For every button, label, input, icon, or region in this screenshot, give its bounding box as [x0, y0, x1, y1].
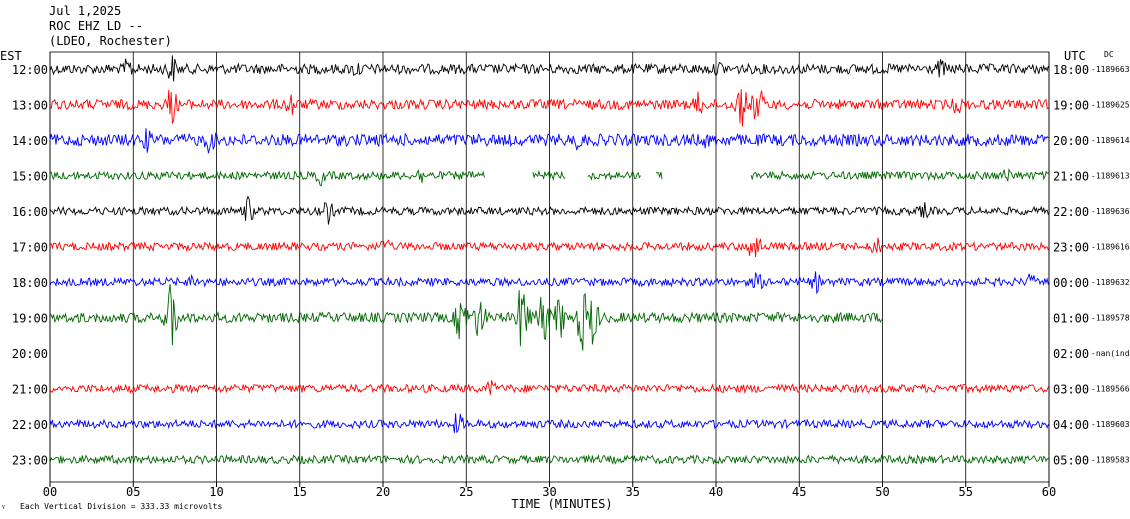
dc-offset-value: -nan(ind: [1091, 349, 1130, 358]
est-axis-label: EST: [0, 49, 22, 63]
utc-hour-label: 05:00: [1053, 454, 1089, 468]
seismic-trace-1700: [49, 237, 1049, 258]
x-axis-title: TIME (MINUTES): [511, 497, 612, 511]
station-code: ROC EHZ LD --: [49, 19, 143, 33]
dc-offset-value: -1189613: [1091, 172, 1130, 181]
dc-offset-value: -1189663: [1091, 65, 1130, 74]
seismic-trace-1500: [750, 168, 1049, 182]
scale-glyph: ᵞ: [1, 503, 6, 512]
x-tick-label-35: 35: [626, 485, 640, 499]
x-tick-label-45: 45: [792, 485, 806, 499]
x-tick-label-40: 40: [709, 485, 723, 499]
dc-offset-value: -1189636: [1091, 207, 1130, 216]
seismic-trace-2200: [49, 413, 1049, 434]
seismic-trace-2100: [49, 380, 1049, 395]
x-tick-label-55: 55: [959, 485, 973, 499]
seismic-trace-1600: [49, 195, 1049, 225]
x-tick-label-60: 60: [1042, 485, 1056, 499]
x-tick-label-10: 10: [209, 485, 223, 499]
utc-hour-label: 01:00: [1053, 312, 1089, 326]
est-hour-label: 15:00: [12, 170, 48, 184]
dc-offset-value: -1189578: [1091, 314, 1130, 323]
x-tick-label-05: 05: [126, 485, 140, 499]
est-hour-label: 17:00: [12, 241, 48, 255]
est-hour-label: 23:00: [12, 454, 48, 468]
dc-offset-value: -1189583: [1091, 456, 1130, 465]
dc-offset-value: -1189603: [1091, 420, 1130, 429]
plot-date: Jul 1,2025: [49, 4, 122, 18]
seismic-trace-1500: [655, 171, 663, 180]
est-hour-label: 21:00: [12, 383, 48, 397]
est-hour-label: 14:00: [12, 134, 48, 148]
x-tick-label-30: 30: [542, 485, 556, 499]
seismic-trace-1500: [49, 169, 485, 187]
dc-offset-value: -1189616: [1091, 243, 1130, 252]
dc-offset-value: -1189632: [1091, 278, 1130, 287]
est-hour-label: 22:00: [12, 418, 48, 432]
x-tick-label-50: 50: [875, 485, 889, 499]
plot-frame: [49, 51, 1050, 483]
seismic-trace-1500: [587, 171, 641, 181]
grid-lines: [49, 51, 1050, 487]
est-hour-label: 19:00: [12, 312, 48, 326]
utc-hour-label: 02:00: [1053, 347, 1089, 361]
seismic-trace-1200: [49, 55, 1049, 82]
est-hour-label: 12:00: [12, 63, 48, 77]
utc-hour-label: 00:00: [1053, 276, 1089, 290]
network-name: (LDEO, Rochester): [49, 34, 172, 48]
seismic-trace-1800: [49, 271, 1049, 295]
utc-hour-label: 22:00: [1053, 205, 1089, 219]
x-tick-label-20: 20: [376, 485, 390, 499]
axis-labels: 00 05 10 15 20 25 30 35 40 45 50 55 60 TIME (MINUTES)…: [12, 63, 1130, 511]
x-tick-label-00: 00: [43, 485, 57, 499]
dc-offset-value: -1189566: [1091, 385, 1130, 394]
seismic-trace-1300: [49, 88, 1049, 127]
seismic-trace-1400: [49, 128, 1049, 154]
seismic-traces: [49, 55, 1049, 466]
seismic-trace-1500: [532, 169, 566, 181]
utc-hour-label: 21:00: [1053, 170, 1089, 184]
utc-hour-label: 20:00: [1053, 134, 1089, 148]
dc-header-label: DC: [1104, 50, 1114, 59]
dc-offset-value: -1189614: [1091, 136, 1130, 145]
est-hour-label: 13:00: [12, 99, 48, 113]
est-hour-label: 20:00: [12, 347, 48, 361]
seismic-trace-1900: [49, 283, 883, 351]
x-tick-label-25: 25: [459, 485, 473, 499]
seismic-trace-2300: [49, 453, 1049, 466]
utc-hour-label: 03:00: [1053, 383, 1089, 397]
x-tick-label-15: 15: [293, 485, 307, 499]
est-hour-label: 18:00: [12, 276, 48, 290]
est-hour-label: 16:00: [12, 205, 48, 219]
utc-hour-label: 18:00: [1053, 63, 1089, 77]
dc-offset-value: -1189625: [1091, 101, 1130, 110]
utc-hour-label: 23:00: [1053, 241, 1089, 255]
utc-axis-label: UTC: [1064, 49, 1086, 63]
utc-hour-label: 19:00: [1053, 99, 1089, 113]
utc-hour-label: 04:00: [1053, 418, 1089, 432]
vertical-division-note: Each Vertical Division = 333.33 microvol…: [20, 502, 223, 511]
